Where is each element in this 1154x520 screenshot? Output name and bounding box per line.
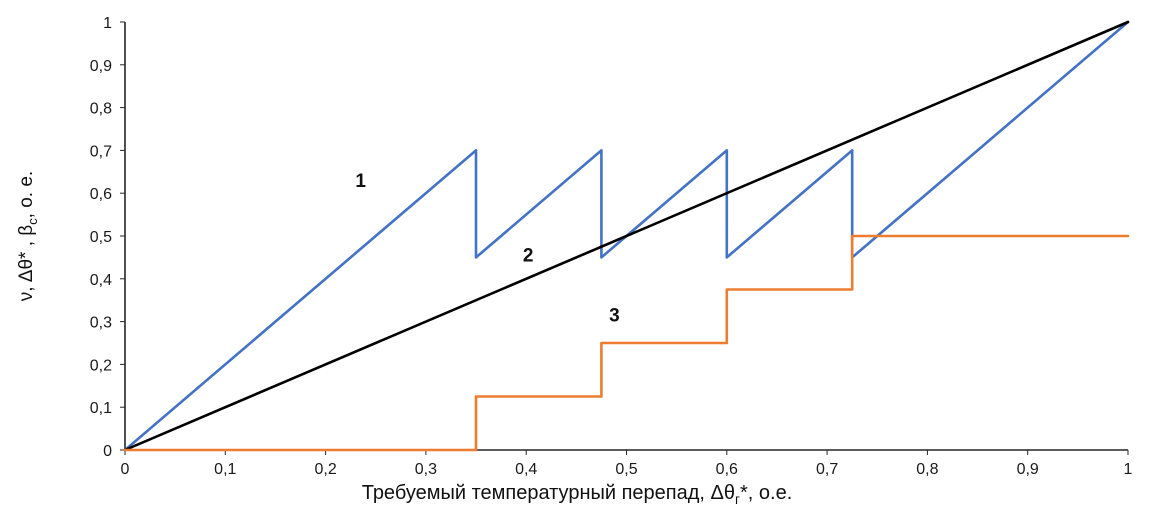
series-label-2: 2 [523, 246, 534, 267]
y-tick-label: 0,9 [90, 58, 112, 75]
y-tick-label: 0,3 [90, 315, 112, 332]
x-axis-title-subscript: г [735, 492, 740, 507]
x-axis-title-suffix: *, о.е. [740, 482, 793, 504]
series-label-3: 3 [609, 306, 620, 327]
x-tick-label: 0,7 [816, 461, 838, 478]
x-axis-title-text: Требуемый температурный перепад, Δθ [361, 482, 736, 504]
x-tick-label: 1 [1124, 461, 1133, 478]
y-axis-title-text: ν, Δθ* , β [16, 224, 38, 302]
x-tick-label: 0,5 [615, 461, 637, 478]
y-axis-title-subscript: с [24, 218, 40, 225]
y-tick-label: 0,7 [90, 143, 112, 160]
axis-ticks [120, 21, 1129, 455]
y-tick-label: 0,8 [90, 101, 112, 118]
series-2-diagonal-line [123, 20, 1130, 452]
y-tick-label: 0,5 [90, 229, 112, 246]
y-tick-label: 0,4 [90, 272, 112, 289]
x-tick-label: 0,1 [214, 461, 236, 478]
x-tick-label: 0,8 [916, 461, 938, 478]
y-tick-label: 0,2 [90, 357, 112, 374]
series-number-labels: 1 2 3 [355, 171, 619, 327]
axis-tick-labels: 0 0,1 0,2 0,3 0,4 0,5 0,6 0,7 0,8 0,9 1 0 0,1 0,2 0,3 0… [90, 15, 1133, 478]
y-tick-label: 0 [103, 443, 112, 460]
series-label-1: 1 [355, 171, 366, 192]
y-tick-label: 0,6 [90, 186, 112, 203]
y-axis-title: ν, Δθ* , βс, о. е. [16, 171, 40, 301]
x-tick-label: 0,4 [515, 461, 537, 478]
x-axis-title: Требуемый температурный перепад, Δθг*, о… [0, 482, 1154, 507]
x-tick-label: 0,3 [415, 461, 437, 478]
series-3-step-line [123, 234, 1130, 452]
y-axis-title-suffix: , о. е. [16, 170, 38, 219]
y-tick-label: 0,1 [90, 400, 112, 417]
x-tick-label: 0,6 [716, 461, 738, 478]
y-tick-label: 1 [103, 15, 112, 32]
x-tick-label: 0 [121, 461, 130, 478]
series-1-sawtooth-line [123, 20, 1130, 452]
x-tick-label: 0,2 [314, 461, 336, 478]
x-tick-label: 0,9 [1017, 461, 1039, 478]
